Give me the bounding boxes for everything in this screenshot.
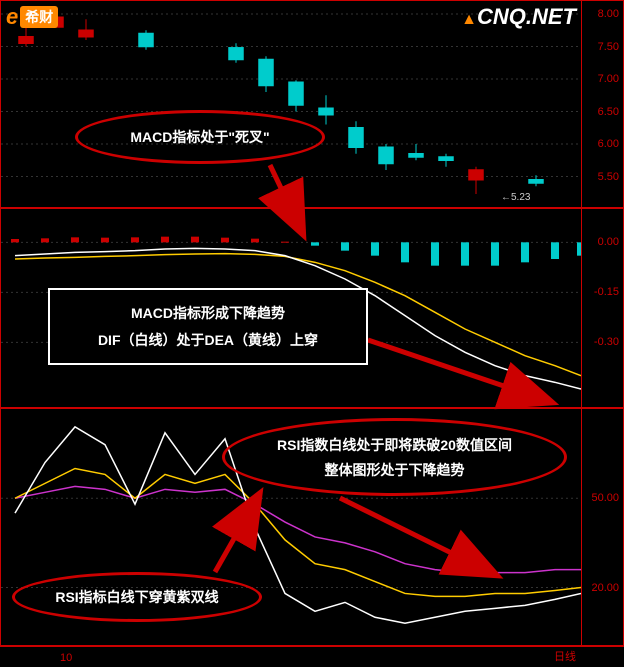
rsi-y-axis: 20.0050.00 <box>581 409 623 645</box>
logo-xicai-text: 希财 <box>20 6 58 28</box>
stock-chart-container: e 希财 ▲CNQ.NET 5.506.006.507.007.508.00 ←… <box>0 0 624 667</box>
macd-y-axis: 0.00-0.15-0.30 <box>581 209 623 407</box>
bottom-period-label: 日线 <box>554 648 576 664</box>
callout-macd-deadcross: MACD指标处于"死叉" <box>75 110 325 164</box>
logo-cnq-text: CNQ.NET <box>477 4 576 29</box>
logo-cnq: ▲CNQ.NET <box>461 4 576 30</box>
callout-rsi-trend-line2: 整体图形处于下降趋势 <box>245 458 544 483</box>
price-panel: 5.506.006.507.007.508.00 ←5.23 <box>0 0 624 208</box>
candlestick-plot <box>1 1 581 207</box>
callout-rsi-trend-line1: RSI指数白线处于即将跌破20数值区间 <box>245 433 544 458</box>
callout-rsi-cross: RSI指标白线下穿黄紫双线 <box>12 572 262 622</box>
price-low-label: ←5.23 <box>501 192 530 203</box>
bottom-time-label: 10 <box>60 652 72 664</box>
bottom-bar: 10 日线 <box>0 646 624 667</box>
callout-macd-trend-line2: DIF（白线）处于DEA（黄线）上穿 <box>68 327 348 354</box>
price-y-axis: 5.506.006.507.007.508.00 <box>581 1 623 207</box>
logo-cnq-icon: ▲ <box>461 11 477 28</box>
callout-rsi-trend: RSI指数白线处于即将跌破20数值区间 整体图形处于下降趋势 <box>222 418 567 496</box>
logo-xicai-icon: e <box>6 4 18 30</box>
logo-xicai: e 希财 <box>6 4 58 30</box>
callout-macd-trend-line1: MACD指标形成下降趋势 <box>68 300 348 327</box>
callout-macd-trend: MACD指标形成下降趋势 DIF（白线）处于DEA（黄线）上穿 <box>48 288 368 365</box>
